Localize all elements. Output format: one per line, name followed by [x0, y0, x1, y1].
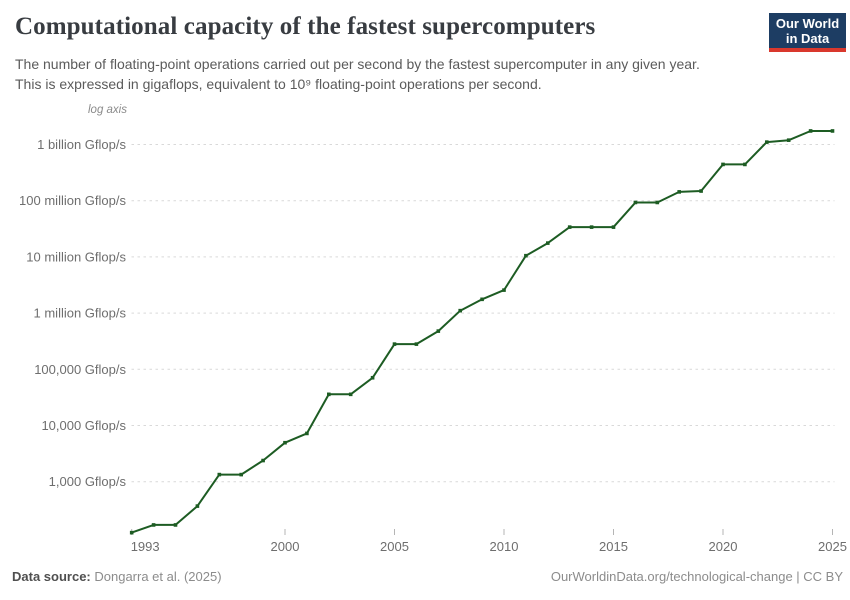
data-point-2015[interactable]	[611, 225, 616, 229]
data-point-2002[interactable]	[327, 392, 331, 397]
data-point-1993[interactable]	[129, 530, 134, 535]
x-axis-tick-label: 2000	[271, 539, 300, 554]
y-axis-tick-label: 10 million Gflop/s	[26, 249, 126, 264]
x-axis-tick-label: 2005	[380, 539, 409, 554]
data-point-2000[interactable]	[283, 440, 287, 445]
data-source-label: Data source:	[12, 569, 91, 584]
data-point-2004[interactable]	[370, 375, 375, 380]
owid-logo-line1: Our World	[775, 16, 840, 31]
y-axis-tick-label: 100,000 Gflop/s	[34, 362, 126, 377]
data-point-2008[interactable]	[458, 308, 462, 313]
owid-logo-red-bar	[769, 48, 846, 52]
data-source: Data source: Dongarra et al. (2025)	[12, 569, 222, 584]
data-point-2011[interactable]	[524, 253, 528, 258]
y-axis-tick-label: 1 million Gflop/s	[34, 306, 127, 321]
data-point-1996[interactable]	[195, 504, 200, 508]
data-point-2020[interactable]	[721, 162, 725, 167]
x-axis-tick-label: 1993	[131, 539, 160, 554]
data-point-2025[interactable]	[830, 129, 835, 133]
data-point-2024[interactable]	[808, 129, 813, 133]
y-axis-tick-label: 1 billion Gflop/s	[37, 137, 126, 152]
y-axis-tick-label: 1,000 Gflop/s	[49, 474, 127, 489]
data-point-2019[interactable]	[699, 189, 703, 193]
data-point-1994[interactable]	[151, 523, 156, 527]
log-axis-label: log axis	[88, 104, 127, 116]
data-point-2003[interactable]	[348, 392, 353, 397]
data-series-line[interactable]	[130, 130, 834, 534]
y-axis-tick-label: 100 million Gflop/s	[19, 193, 126, 208]
data-point-2012[interactable]	[546, 241, 550, 245]
data-point-2013[interactable]	[567, 225, 572, 229]
x-axis-tick-label: 2020	[709, 539, 738, 554]
data-point-2021[interactable]	[743, 162, 747, 167]
x-axis-tick-label: 2010	[490, 539, 519, 554]
y-axis-tick-label: 10,000 Gflop/s	[41, 418, 126, 433]
data-point-2016[interactable]	[633, 200, 638, 205]
data-point-1998[interactable]	[239, 472, 243, 477]
subtitle-line-2: This is expressed in gigaflops, equivale…	[15, 75, 542, 92]
data-point-2022[interactable]	[765, 140, 769, 144]
data-point-2001[interactable]	[305, 431, 309, 436]
owid-logo-box: Our World in Data	[769, 13, 846, 48]
x-axis-tick-label: 2025	[818, 539, 847, 554]
owid-logo[interactable]: Our World in Data	[769, 13, 846, 52]
data-point-2014[interactable]	[589, 225, 594, 229]
subtitle-line-1: The number of floating-point operations …	[15, 56, 700, 72]
page-title: Computational capacity of the fastest su…	[15, 13, 596, 40]
data-point-1997[interactable]	[217, 472, 222, 477]
data-point-2017[interactable]	[655, 200, 660, 205]
data-point-2006[interactable]	[414, 342, 419, 346]
chart-subtitle: The number of floating-point operations …	[15, 55, 775, 94]
data-point-1999[interactable]	[261, 458, 265, 463]
data-point-2010[interactable]	[502, 288, 506, 292]
data-source-link[interactable]: Dongarra et al. (2025)	[94, 569, 222, 584]
data-point-2023[interactable]	[786, 138, 791, 142]
footer-link[interactable]: OurWorldinData.org/technological-change …	[550, 569, 843, 584]
data-point-2005[interactable]	[392, 342, 397, 346]
x-axis-tick-label: 2015	[599, 539, 628, 554]
data-point-2018[interactable]	[677, 190, 681, 194]
owid-logo-line2: in Data	[785, 31, 830, 46]
data-point-2007[interactable]	[436, 329, 441, 333]
data-point-1995[interactable]	[173, 523, 178, 527]
data-point-2009[interactable]	[480, 297, 484, 302]
